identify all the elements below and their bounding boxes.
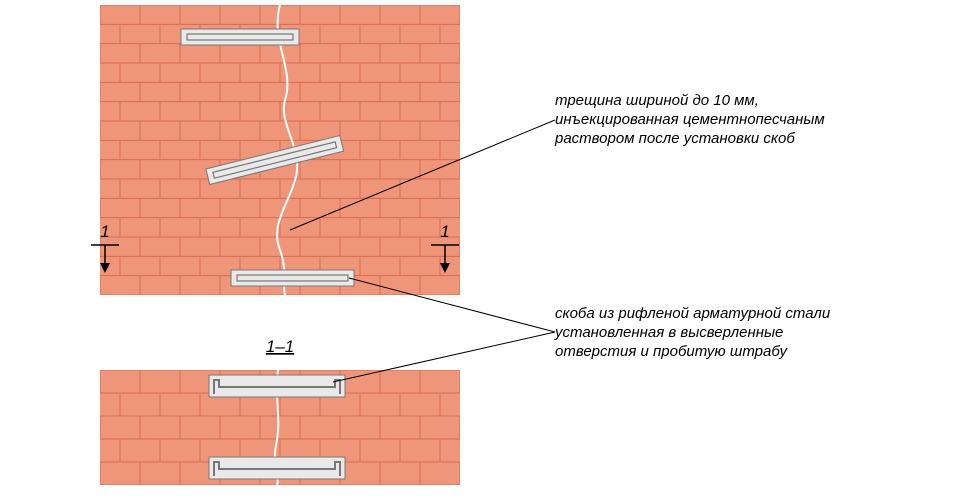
svg-text:скоба из рифленой арматурной с: скоба из рифленой арматурной стали bbox=[555, 305, 831, 322]
staple-section bbox=[209, 457, 345, 479]
svg-text:инъекцированная цементнопесчан: инъекцированная цементнопесчаным bbox=[555, 111, 825, 128]
svg-text:трещина шириной до 10 мм,: трещина шириной до 10 мм, bbox=[555, 92, 759, 109]
svg-text:1: 1 bbox=[100, 222, 109, 241]
svg-text:отверстия и пробитую штрабу: отверстия и пробитую штрабу bbox=[555, 343, 788, 360]
annotation: скоба из рифленой арматурной стали устано… bbox=[333, 278, 831, 382]
section-label: 1–1 bbox=[266, 337, 294, 356]
svg-text:установленная в высверленные: установленная в высверленные bbox=[554, 324, 783, 341]
svg-text:1: 1 bbox=[440, 222, 449, 241]
staple bbox=[181, 29, 299, 45]
svg-text:раствором после установки скоб: раствором после установки скоб bbox=[554, 130, 795, 147]
staple-section bbox=[209, 375, 345, 397]
staple bbox=[231, 270, 354, 286]
